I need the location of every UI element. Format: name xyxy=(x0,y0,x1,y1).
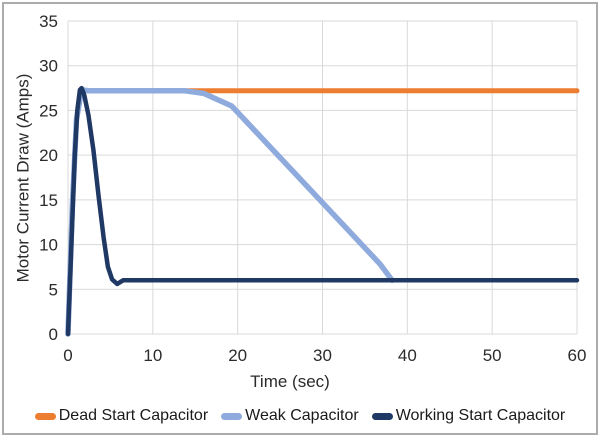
series-line-working-start-capacitor xyxy=(65,85,580,337)
y-tick-label: 30 xyxy=(39,57,58,76)
x-tick-label: 50 xyxy=(483,346,502,365)
x-tick-label: 60 xyxy=(568,346,587,365)
y-tick-label: 25 xyxy=(39,101,58,120)
legend-label: Weak Capacitor xyxy=(245,407,359,424)
y-tick-label: 10 xyxy=(39,236,58,255)
x-tick-label: 30 xyxy=(313,346,332,365)
x-tick-label: 10 xyxy=(143,346,162,365)
y-axis-title: Motor Current Draw (Amps) xyxy=(14,74,33,283)
x-tick-label: 0 xyxy=(63,346,72,365)
legend-item-working-start-capacitor: Working Start Capacitor xyxy=(371,407,566,425)
x-tick-label: 40 xyxy=(398,346,417,365)
axis-tick-labels: 0 10 20 30 40 50 60 0 5 10 15 20 25 30 35 xyxy=(39,12,586,365)
y-tick-label: 15 xyxy=(39,191,58,210)
y-tick-label: 35 xyxy=(39,12,58,31)
legend-label: Dead Start Capacitor xyxy=(58,407,209,424)
series-lines xyxy=(65,85,580,337)
x-axis-title: Time (sec) xyxy=(250,372,330,391)
gridlines xyxy=(67,20,578,335)
y-tick-label: 0 xyxy=(49,325,58,344)
legend-item-weak-capacitor: Weak Capacitor xyxy=(221,407,359,425)
legend-item-dead-start-capacitor: Dead Start Capacitor xyxy=(34,407,209,425)
x-tick-label: 20 xyxy=(228,346,247,365)
y-tick-label: 5 xyxy=(49,280,58,299)
legend-swatch-weak-capacitor xyxy=(221,412,243,420)
legend-label: Working Start Capacitor xyxy=(395,407,566,424)
y-tick-label: 20 xyxy=(39,146,58,165)
series-line-weak-capacitor xyxy=(65,87,395,337)
legend-swatch-working-start-capacitor xyxy=(371,412,393,420)
chart-legend: Dead Start Capacitor Weak Capacitor Workin… xyxy=(0,403,600,429)
legend-swatch-dead-start-capacitor xyxy=(34,412,56,420)
